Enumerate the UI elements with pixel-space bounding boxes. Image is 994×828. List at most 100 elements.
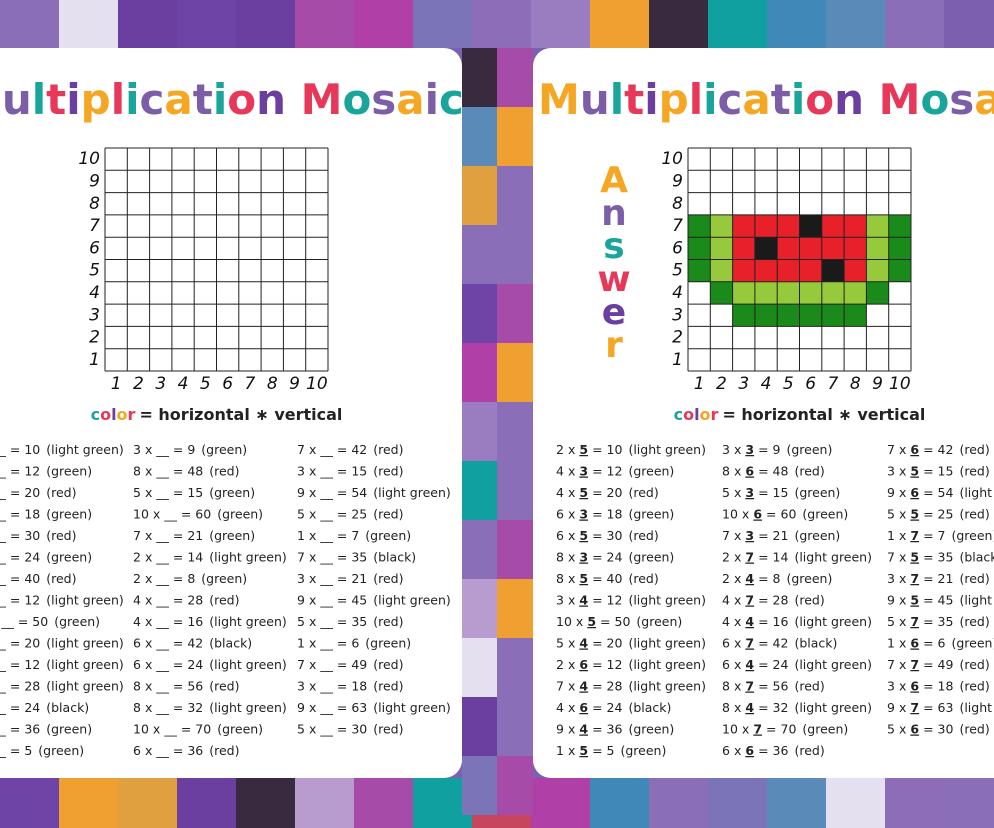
tile xyxy=(497,166,533,225)
factor: 5 xyxy=(722,485,730,500)
factor: 10 xyxy=(722,721,738,736)
problem: 8 x 3 = 24 (green) xyxy=(556,549,674,564)
tile xyxy=(497,402,533,461)
color-label: (green) xyxy=(209,528,255,543)
problem: 7 x __ = 35 (black) xyxy=(297,549,416,564)
factor: 1 xyxy=(887,528,895,543)
color-label: (light green) xyxy=(959,485,994,500)
mosaic-cell xyxy=(732,304,755,327)
tile xyxy=(497,461,533,520)
tile xyxy=(462,48,498,107)
tile xyxy=(177,778,236,828)
grid xyxy=(687,147,912,372)
color-label: (red) xyxy=(373,657,403,672)
tile xyxy=(413,0,472,48)
answer: 6 xyxy=(579,657,588,672)
equals: = xyxy=(173,700,183,715)
y-axis-label: 3 xyxy=(89,305,100,325)
equals: = xyxy=(923,721,933,736)
x-axis-label: 8 xyxy=(267,374,278,394)
times: x xyxy=(899,442,906,457)
tile xyxy=(462,284,498,343)
mosaic-cell xyxy=(754,237,778,260)
color-label: (red) xyxy=(46,485,76,500)
product: 16 xyxy=(773,614,789,629)
problem: 6 x 3 = 18 (green) xyxy=(556,506,674,521)
problem: 10 x __ = 60 (green) xyxy=(133,506,263,521)
times: x xyxy=(899,571,906,586)
factor: 6 xyxy=(133,657,141,672)
x-axis-label: 9 xyxy=(872,374,883,394)
tile xyxy=(0,0,59,48)
blank: __ xyxy=(155,549,169,564)
color-label: (green) xyxy=(794,528,840,543)
equals: = xyxy=(758,678,768,693)
equals: = xyxy=(592,743,602,758)
mosaic-cell xyxy=(754,259,778,282)
color-label: (light green) xyxy=(209,657,287,672)
color-label: (light green) xyxy=(46,657,124,672)
times: x xyxy=(309,657,316,672)
product: 25 xyxy=(351,506,367,521)
y-axis-label: 2 xyxy=(89,328,100,348)
problem: 1x__=5(green) xyxy=(0,743,84,758)
problem: 6 x __ = 36 (red) xyxy=(133,743,240,758)
product: 24 xyxy=(24,700,40,715)
factor: 1 xyxy=(887,635,895,650)
blank: __ xyxy=(155,700,169,715)
answer: 5 xyxy=(579,743,588,758)
answer: 5 xyxy=(579,528,588,543)
product: 15 xyxy=(187,485,203,500)
x-axis-label: 6 xyxy=(805,374,816,394)
times: x xyxy=(899,678,906,693)
mosaic-cell xyxy=(777,304,800,327)
product: 21 xyxy=(351,571,367,586)
color-label: (light green) xyxy=(959,592,994,607)
answer: 5 xyxy=(587,614,596,629)
product: 42 xyxy=(351,442,367,457)
product: 48 xyxy=(773,463,789,478)
x-axis-label: 7 xyxy=(828,374,839,394)
tile xyxy=(236,778,295,828)
problem: 5 x __ = 35 (red) xyxy=(297,614,404,629)
blank: __ xyxy=(0,571,7,586)
product: 12 xyxy=(24,592,40,607)
color-label: (green) xyxy=(621,743,667,758)
times: x xyxy=(145,743,152,758)
equals: = xyxy=(758,463,768,478)
equals: = xyxy=(10,721,20,736)
equals: = xyxy=(18,614,28,629)
answer: 5 xyxy=(910,506,919,521)
tile xyxy=(708,0,767,48)
factor: 5 xyxy=(556,635,564,650)
mosaic-cell xyxy=(888,214,911,238)
factor: 8 xyxy=(556,571,564,586)
mosaic-cell xyxy=(754,281,778,305)
problem: 8 x __ = 56 (red) xyxy=(133,678,240,693)
color-label: (green) xyxy=(794,485,840,500)
product: 36 xyxy=(773,743,789,758)
y-axis-label: 9 xyxy=(672,171,683,191)
blank: __ xyxy=(319,657,333,672)
problem: 4 x 6 = 24 (black) xyxy=(556,700,671,715)
tile xyxy=(0,778,59,828)
factor: 8 xyxy=(722,463,730,478)
equals: = xyxy=(592,463,602,478)
factor: 8 xyxy=(722,700,730,715)
side-letter: n xyxy=(601,193,627,234)
problem: 5 x __ = 25 (red) xyxy=(297,506,404,521)
y-axis-label: 4 xyxy=(672,283,683,303)
tile xyxy=(531,778,590,828)
times: x xyxy=(309,635,316,650)
factor: 2 xyxy=(556,657,564,672)
product: 54 xyxy=(351,485,367,500)
color-label: (red) xyxy=(209,678,239,693)
times: x xyxy=(309,678,316,693)
product: 12 xyxy=(607,657,623,672)
color-label: (green) xyxy=(201,571,247,586)
product: 20 xyxy=(24,485,40,500)
product: 45 xyxy=(938,592,954,607)
product: 36 xyxy=(187,743,203,758)
product: 70 xyxy=(781,721,797,736)
color-label: (red) xyxy=(628,528,658,543)
